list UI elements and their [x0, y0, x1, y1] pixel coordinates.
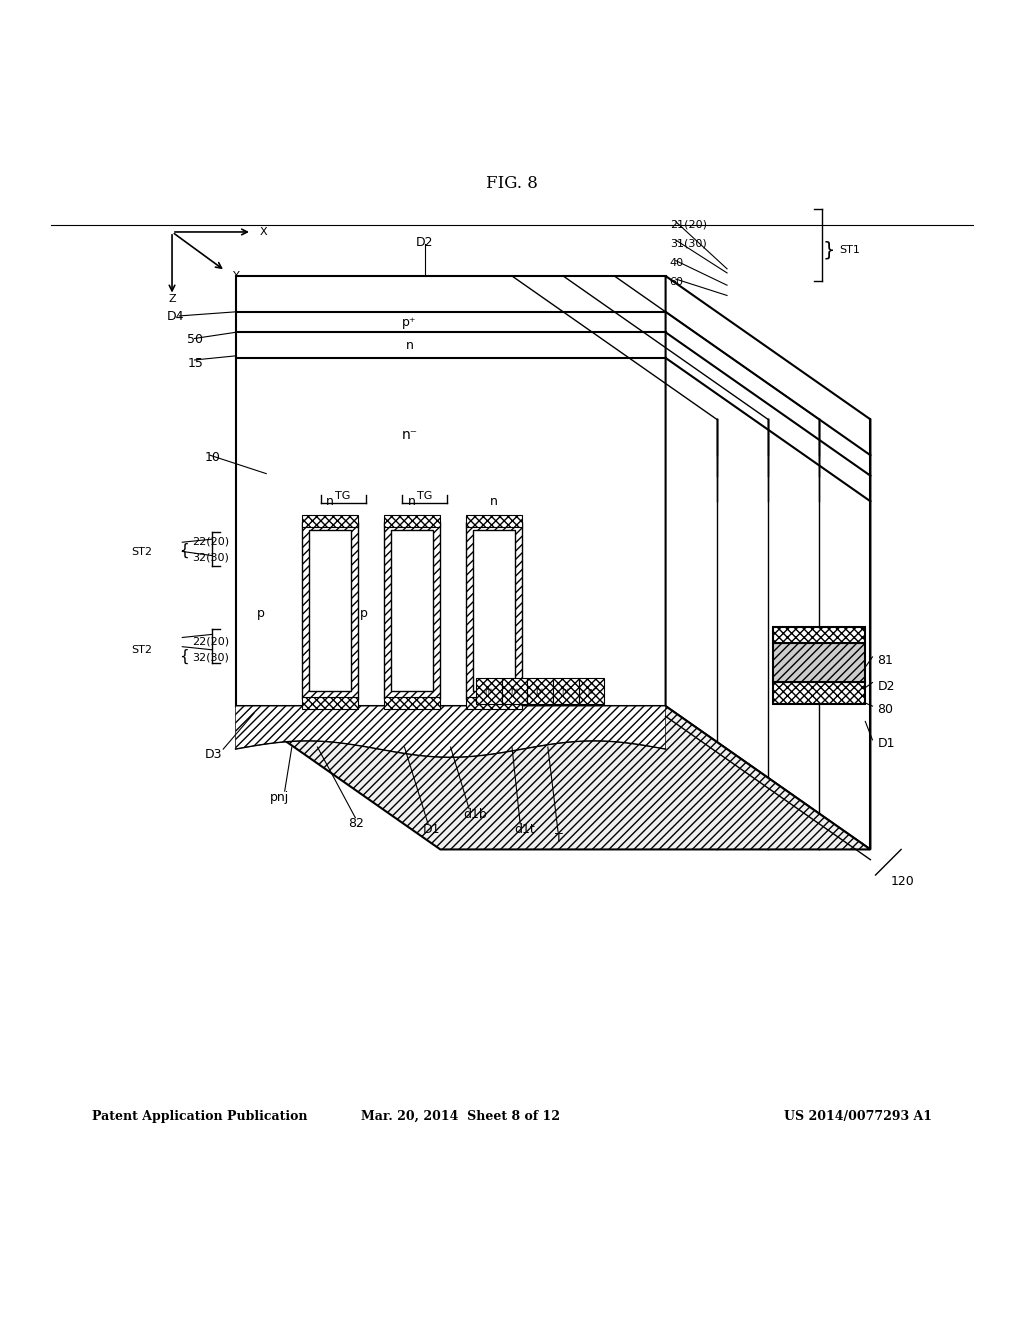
Polygon shape: [236, 706, 666, 758]
Text: Y: Y: [233, 271, 241, 281]
Text: TG: TG: [417, 491, 433, 502]
Text: 21(20): 21(20): [670, 220, 707, 230]
Bar: [476, 678, 502, 704]
Text: 120: 120: [891, 875, 914, 887]
Text: {: {: [179, 543, 189, 558]
Text: 32(30): 32(30): [193, 553, 229, 562]
Bar: [773, 681, 865, 704]
Polygon shape: [666, 276, 870, 850]
Bar: [773, 627, 865, 643]
Text: n: n: [489, 495, 498, 508]
Text: 82: 82: [348, 817, 365, 830]
Text: 81: 81: [878, 653, 894, 667]
Text: 22(20): 22(20): [193, 536, 229, 546]
Text: ST2: ST2: [131, 548, 153, 557]
Bar: [391, 529, 433, 690]
Bar: [473, 529, 515, 690]
Text: 60: 60: [670, 277, 684, 288]
Text: D1: D1: [423, 824, 440, 837]
Text: n⁺: n⁺: [510, 686, 519, 696]
Bar: [579, 678, 604, 704]
Bar: [384, 697, 440, 709]
Text: 32(30): 32(30): [193, 653, 229, 663]
Text: n: n: [408, 495, 416, 508]
Bar: [502, 678, 527, 704]
Bar: [466, 515, 522, 527]
Text: }: }: [822, 242, 835, 260]
Text: d1t: d1t: [514, 824, 535, 837]
Text: 22(20): 22(20): [193, 636, 229, 647]
Polygon shape: [236, 276, 666, 706]
Text: ST1: ST1: [840, 246, 860, 255]
Text: Patent Application Publication: Patent Application Publication: [92, 1110, 307, 1123]
Text: TG: TG: [335, 491, 351, 502]
Text: n⁺: n⁺: [561, 686, 570, 696]
Text: 80: 80: [878, 702, 894, 715]
Text: n: n: [326, 495, 334, 508]
Text: p: p: [359, 607, 368, 620]
Text: D2: D2: [878, 680, 895, 693]
Text: 31(30): 31(30): [670, 238, 707, 248]
Bar: [302, 697, 358, 709]
Text: p: p: [257, 607, 265, 620]
Text: 10: 10: [205, 450, 221, 463]
Text: D4: D4: [167, 310, 184, 323]
Text: n⁺: n⁺: [587, 686, 596, 696]
Text: p: p: [465, 593, 473, 605]
Bar: [384, 521, 440, 698]
Text: US 2014/0077293 A1: US 2014/0077293 A1: [783, 1110, 932, 1123]
Text: 40: 40: [670, 257, 684, 268]
Text: 15: 15: [187, 356, 204, 370]
Bar: [384, 515, 440, 527]
Text: ST2: ST2: [131, 644, 153, 655]
Text: D1: D1: [878, 738, 895, 751]
Bar: [309, 529, 351, 690]
Text: pnj: pnj: [270, 791, 290, 804]
Polygon shape: [236, 706, 870, 850]
Text: d1b: d1b: [463, 808, 486, 821]
Text: T: T: [555, 832, 563, 845]
Text: Mar. 20, 2014  Sheet 8 of 12: Mar. 20, 2014 Sheet 8 of 12: [361, 1110, 560, 1123]
Text: Z: Z: [168, 293, 176, 304]
Bar: [773, 643, 865, 681]
Bar: [553, 678, 579, 704]
Text: p⁺: p⁺: [402, 315, 417, 329]
Bar: [302, 521, 358, 698]
Text: p⁺: p⁺: [536, 686, 545, 696]
Bar: [302, 515, 358, 527]
Text: D3: D3: [205, 747, 222, 760]
Text: D2: D2: [416, 236, 434, 248]
Text: n⁻: n⁻: [401, 428, 418, 442]
Text: n: n: [406, 339, 414, 352]
Text: X: X: [260, 227, 267, 238]
Bar: [466, 521, 522, 698]
Text: {: {: [179, 648, 189, 664]
Bar: [527, 678, 553, 704]
Bar: [466, 697, 522, 709]
Text: n⁺: n⁺: [484, 686, 494, 696]
Text: 50: 50: [187, 333, 204, 346]
Text: FIG. 8: FIG. 8: [486, 176, 538, 193]
